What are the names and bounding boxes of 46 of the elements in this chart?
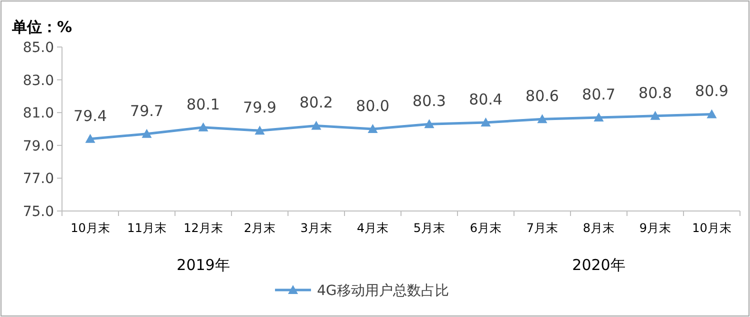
point: [85, 134, 96, 143]
y-tick-label: 77.0: [22, 171, 54, 188]
data-label: 80.7: [582, 86, 616, 104]
point: [142, 128, 152, 138]
data-label: 80.2: [300, 94, 333, 112]
x-tick-label: 11月末: [127, 221, 166, 235]
y-tick-label: 85.0: [22, 40, 54, 56]
point: [368, 124, 378, 133]
data-label: 80.1: [186, 95, 220, 114]
data-label: 80.3: [412, 92, 446, 110]
y-axis-title: 单位：%: [11, 18, 72, 36]
x-tick-label: 6月末: [470, 221, 502, 235]
data-label: 79.7: [130, 102, 164, 120]
text: 2019年: [176, 256, 230, 274]
x-tick-label: 4月末: [356, 221, 389, 235]
point: [198, 122, 208, 132]
data-label: 80.9: [695, 82, 728, 100]
data-label: 80.4: [469, 90, 502, 108]
point: [480, 117, 491, 126]
data-label: 79.4: [74, 106, 107, 125]
x-tick-label: 9月末: [639, 221, 672, 235]
point: [311, 120, 322, 130]
legend-label: 4G移动用户总数占比: [317, 283, 449, 299]
point: [424, 119, 434, 128]
y-tick-label: 75.0: [22, 204, 54, 220]
data-label: 79.9: [243, 98, 276, 117]
data-label: 80.8: [638, 84, 672, 102]
point: [650, 110, 660, 120]
x-tick-label: 2月末: [244, 221, 276, 235]
point: [594, 112, 604, 122]
y-tick-label: 81.0: [22, 106, 54, 122]
y-tick-label: 79.0: [22, 138, 54, 154]
text: 2020年: [572, 256, 626, 274]
point: [706, 109, 717, 118]
x-tick-label: 10月末: [70, 221, 110, 235]
x-tick-label: 12月末: [184, 221, 223, 235]
data-label: 80.6: [526, 87, 559, 106]
x-tick-label: 7月末: [526, 221, 558, 235]
x-tick-label: 3月末: [300, 221, 332, 235]
y-tick-label: 83.0: [22, 72, 54, 89]
x-tick-label: 10月末: [692, 221, 732, 235]
data-label: 80.0: [356, 97, 390, 115]
point: [254, 126, 265, 135]
x-tick-label: 8月末: [582, 221, 615, 235]
x-tick-label: 5月末: [413, 221, 446, 235]
point: [537, 114, 548, 124]
